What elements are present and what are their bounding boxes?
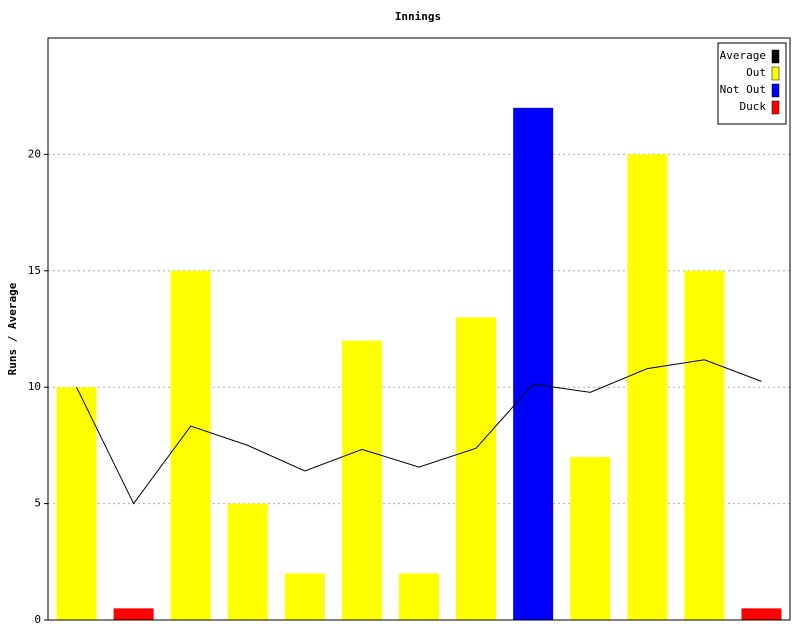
bar [227,503,268,620]
y-tick-label: 5 [34,497,41,510]
bar [627,154,668,620]
bar [56,387,97,620]
legend-label: Out [746,66,766,79]
bar [284,573,325,620]
bar [741,608,782,620]
legend-label: Duck [740,100,767,113]
legend-swatch [771,66,780,81]
bar [456,317,497,620]
y-tick-label: 10 [28,380,41,393]
bar [341,340,382,620]
y-tick-label: 15 [28,264,41,277]
average-line [76,359,762,505]
bar [684,270,725,620]
bar [113,608,154,620]
y-tick-label: 0 [34,613,41,626]
bar [170,270,211,620]
legend-label: Not Out [720,83,766,96]
legend-swatch [771,100,780,115]
y-axis-label: Runs / Average [6,282,19,375]
bar [513,107,554,621]
legend-label: Average [720,49,766,62]
chart-title: Innings [395,10,441,23]
legend-swatch [771,83,780,98]
plot-frame [47,37,791,621]
bar [570,457,611,620]
bar [399,573,439,620]
legend-swatch [771,49,780,64]
y-tick-label: 20 [28,147,41,160]
